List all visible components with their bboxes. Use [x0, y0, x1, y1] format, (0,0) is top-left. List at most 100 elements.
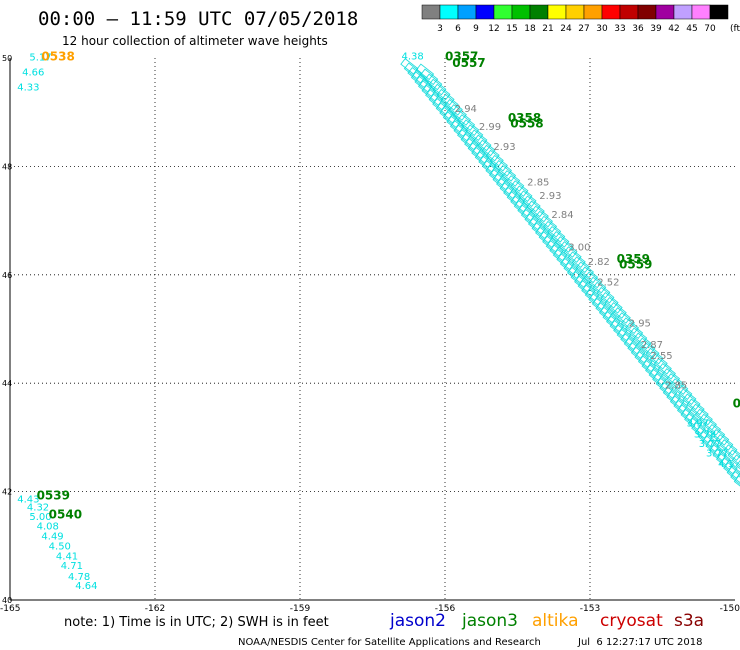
- track-mark: [428, 78, 447, 96]
- track-mark: [481, 144, 500, 162]
- track-mark: [485, 149, 504, 167]
- swh-value-label: 2.94: [455, 104, 477, 115]
- legend-swatch-label: 6: [455, 24, 461, 34]
- track-mark: [645, 364, 664, 382]
- track-mark: [604, 297, 623, 314]
- track-mark: [575, 261, 594, 279]
- legend-swatch: [511, 4, 531, 20]
- legend-swatch: [457, 4, 477, 20]
- legend-swatch: [547, 4, 567, 20]
- track-mark: [653, 357, 672, 375]
- track-mark: [407, 66, 426, 84]
- units-note: note: 1) Time is in UTC; 2) SWH is in fe…: [64, 615, 329, 630]
- pass-time-label: 0557: [452, 56, 485, 70]
- track-mark: [678, 388, 697, 406]
- track-mark: [510, 195, 529, 213]
- track-mark: [641, 342, 660, 360]
- track-mark: [518, 190, 537, 208]
- track-mark: [444, 99, 463, 116]
- satellite-name-s3a: s3a: [674, 611, 704, 631]
- track-mark: [673, 399, 692, 417]
- latitude-labels: 50 48 46 44 42 40: [2, 54, 12, 605]
- legend-swatch-label: 30: [596, 24, 608, 34]
- track-mark: [522, 195, 541, 213]
- track-mark: [513, 200, 532, 217]
- track-mark: [432, 83, 451, 101]
- track-mark: [588, 276, 607, 294]
- track-mark: [620, 317, 640, 334]
- longitude-label: -159: [290, 604, 311, 614]
- track-mark: [456, 114, 476, 131]
- track-mark: [440, 93, 459, 111]
- track-mark: [460, 133, 479, 151]
- track-mark: [473, 134, 492, 152]
- track-mark: [602, 311, 621, 328]
- legend-swatch: [529, 4, 549, 20]
- track-mark: [545, 240, 564, 257]
- track-mark: [439, 106, 458, 124]
- track-mark: [403, 62, 422, 80]
- satellite-name-legend: jason2 jason3 altika cryosat s3a: [389, 611, 704, 631]
- legend-swatch-label: 21: [542, 24, 553, 34]
- track-mark: [588, 293, 607, 310]
- legend-swatch-label: 27: [578, 24, 589, 34]
- track-mark: [465, 124, 484, 142]
- track-mark: [616, 312, 635, 329]
- track-mark: [652, 373, 671, 390]
- swh-value-label: 2.55: [650, 351, 672, 362]
- track-mark: [659, 382, 678, 399]
- track-mark: [701, 435, 721, 453]
- pass-time-label: 04: [733, 397, 740, 411]
- swh-value-label: 2.84: [551, 210, 573, 221]
- track-mark: [510, 180, 529, 197]
- track-mark: [417, 80, 437, 97]
- swh-value-label: 3.97: [687, 419, 709, 430]
- track-mark: [474, 151, 493, 168]
- longitude-labels: -165 -162 -159 -156 -153 -150: [0, 604, 740, 614]
- map-title: 00:00 — 11:59 UTC 07/05/2018: [38, 8, 358, 30]
- track-mark: [496, 177, 515, 195]
- track-mark: [723, 462, 740, 479]
- swh-value-label: 2.85: [527, 177, 549, 188]
- pass-time-label: 0558: [510, 116, 543, 130]
- track-mark: [517, 204, 536, 222]
- legend-swatch-label: 33: [614, 24, 625, 34]
- track-mark: [727, 449, 740, 466]
- track-mark: [730, 470, 740, 488]
- track-mark: [464, 137, 483, 155]
- legend-swatch-label: 39: [650, 24, 662, 34]
- track-mark: [687, 417, 706, 435]
- track-mark: [506, 191, 525, 208]
- track-mark: [453, 124, 472, 142]
- track-mark: [477, 139, 496, 157]
- swh-value-label: 4.08: [37, 522, 59, 533]
- track-mark: [457, 129, 476, 146]
- track-mark: [645, 347, 664, 365]
- swh-value-label: 4.38: [402, 52, 424, 63]
- pass-time-label: 0357: [445, 50, 478, 64]
- track-mark: [600, 291, 619, 309]
- track-mark: [492, 173, 511, 191]
- track-mark: [641, 359, 660, 377]
- track-mark: [452, 109, 471, 126]
- satellite-name-jason2: jason2: [389, 611, 446, 631]
- track-mark: [723, 444, 740, 461]
- latitude-label: 48: [2, 162, 12, 171]
- track-mark: [499, 182, 518, 200]
- swh-value-label: 4.50: [49, 542, 71, 553]
- track-mark: [680, 408, 699, 426]
- track-mark: [559, 257, 579, 275]
- track-mark: [563, 246, 582, 263]
- legend-swatch-label: 3: [437, 24, 443, 34]
- track-mark: [705, 439, 724, 457]
- track-mark: [567, 266, 586, 284]
- track-mark: [493, 159, 512, 177]
- swh-value-label: 3.77: [706, 448, 728, 459]
- pass-time-label: 0359: [617, 252, 650, 266]
- swh-value-label: 4.78: [68, 572, 90, 583]
- track-mark: [616, 328, 635, 346]
- legend-swatch: [691, 4, 711, 20]
- legend-swatch-label: 24: [560, 24, 572, 34]
- track-mark: [420, 68, 439, 86]
- track-mark: [708, 444, 728, 461]
